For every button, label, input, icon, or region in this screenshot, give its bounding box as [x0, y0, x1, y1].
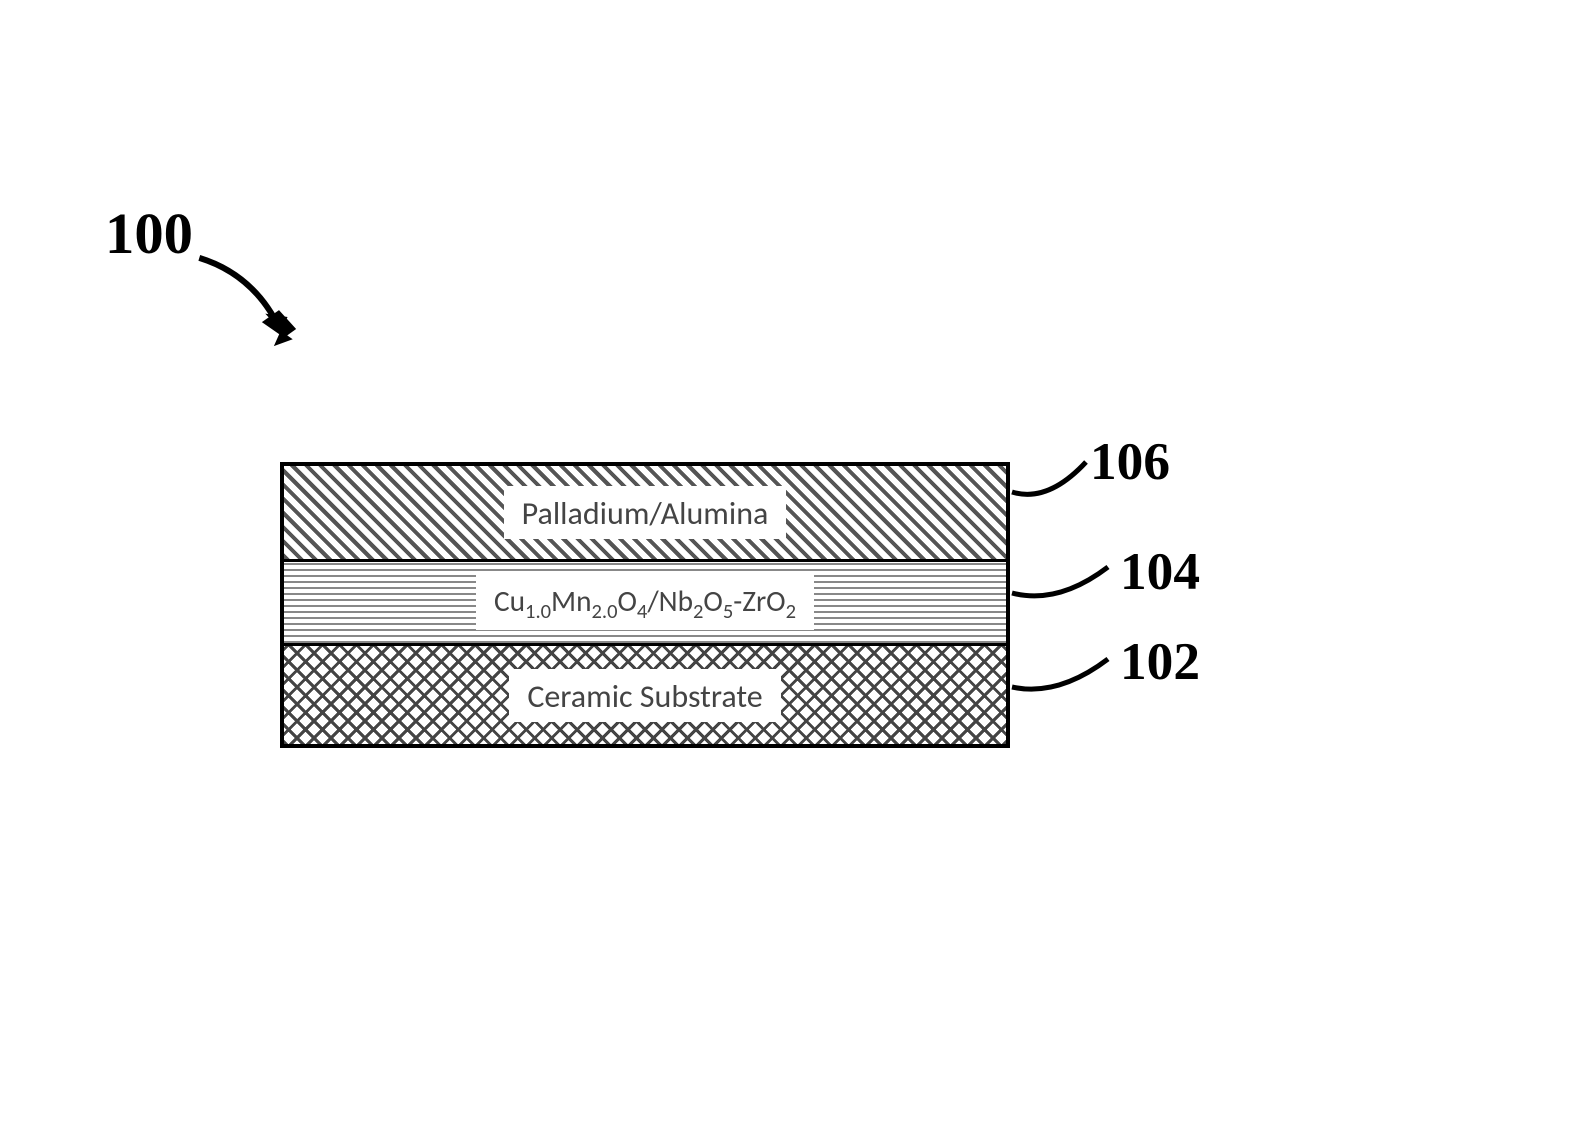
layer-104: Cu1.0Mn2.0O4/Nb2O5-ZrO2	[284, 562, 1006, 646]
layer-102: Ceramic Substrate	[284, 646, 1006, 744]
layer-106-label: Palladium/Alumina	[504, 486, 787, 539]
layer-102-label: Ceramic Substrate	[509, 669, 780, 722]
reference-104: 104	[1120, 540, 1200, 602]
callout-102	[1008, 645, 1128, 700]
layer-stack: Palladium/Alumina Cu1.0Mn2.0O4/Nb2O5-ZrO…	[280, 462, 1010, 748]
diagram-canvas: 100 Palladium/Alumina Cu1.0Mn2.0O4/Nb2O5…	[0, 0, 1590, 1122]
reference-106: 106	[1090, 430, 1170, 492]
layer-104-label: Cu1.0Mn2.0O4/Nb2O5-ZrO2	[476, 575, 814, 630]
reference-102: 102	[1120, 630, 1200, 692]
callout-104	[1008, 555, 1128, 610]
arrow-100	[175, 245, 335, 365]
layer-106: Palladium/Alumina	[284, 466, 1006, 562]
